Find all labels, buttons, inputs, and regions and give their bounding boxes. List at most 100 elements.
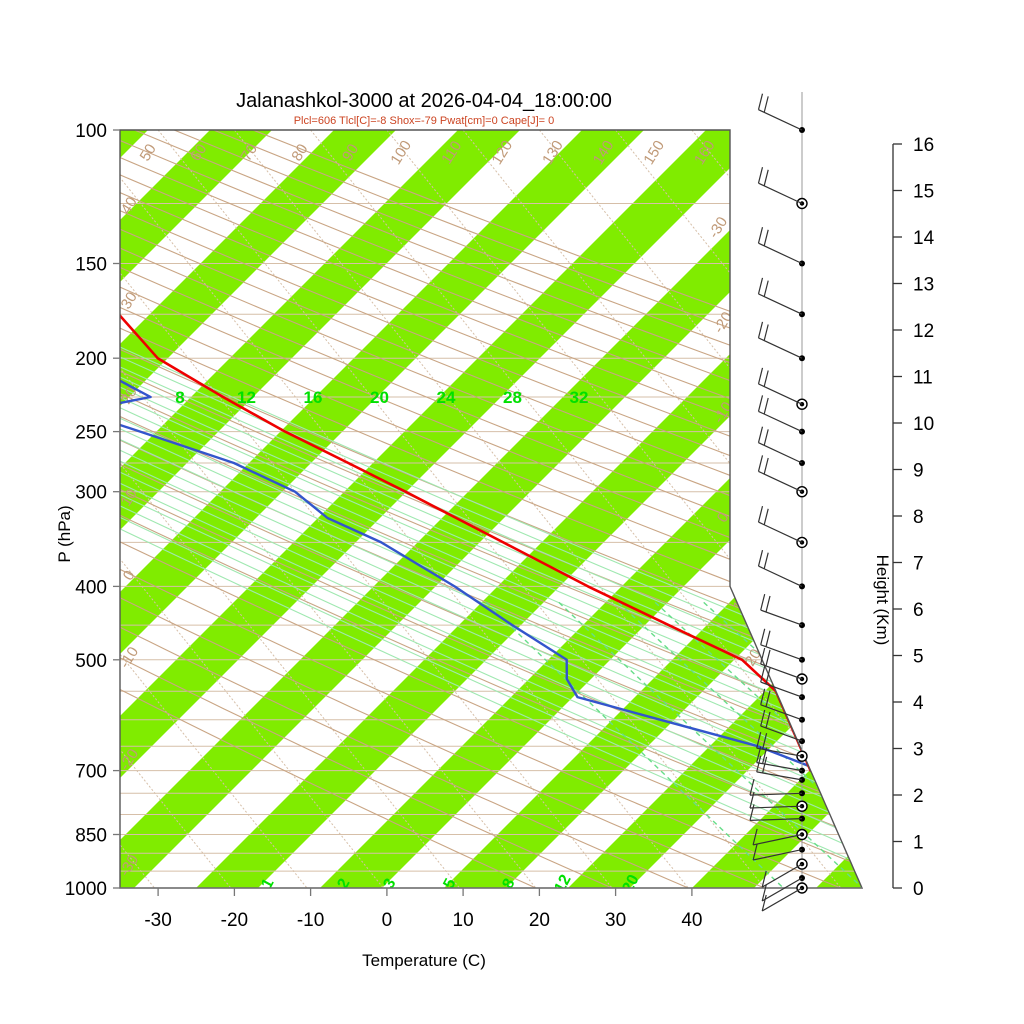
temperature-tick-label: -20 xyxy=(221,910,248,931)
wind-barb-feather xyxy=(760,688,766,705)
pressure-tick-label: 150 xyxy=(75,255,107,276)
theta-e-label: 12 xyxy=(237,388,256,407)
dewpoint-curve xyxy=(120,130,812,772)
height-tick-label: 16 xyxy=(913,135,934,156)
wind-barb xyxy=(760,609,803,626)
pressure-tick-label: 300 xyxy=(75,483,107,504)
temperature-axis: -30 -20 -10 0 10 20 30 40 xyxy=(120,887,862,931)
wind-barb-feather xyxy=(763,169,769,186)
wind-barb xyxy=(752,849,803,861)
wind-barb xyxy=(756,747,803,757)
theta-e-label: 24 xyxy=(437,388,456,407)
height-axis-title: Height (Km) xyxy=(873,555,892,646)
wind-barb-feather xyxy=(763,429,769,446)
wind-barb-feather xyxy=(757,505,764,523)
wind-barb-feather xyxy=(756,732,762,749)
wind-barb-feather xyxy=(763,508,769,525)
wind-barb xyxy=(760,704,803,721)
wind-barb-column xyxy=(749,92,808,912)
height-tick-label: 10 xyxy=(913,414,934,435)
wind-barb-feather xyxy=(757,395,764,412)
wind-barb-feather xyxy=(757,277,764,295)
dry-adiabat-label: 80 xyxy=(288,141,311,164)
dry-adiabat-lines xyxy=(120,130,862,888)
theta-e-label: 8 xyxy=(175,388,184,407)
wind-barb xyxy=(756,771,803,781)
wind-barb-feather xyxy=(757,455,764,472)
pressure-tick-label: 250 xyxy=(75,423,107,444)
wind-barb xyxy=(758,242,803,265)
wind-barb-feather xyxy=(765,649,771,667)
wind-barb-feather xyxy=(757,426,764,443)
wind-barb xyxy=(760,681,803,698)
temperature-tick-label: 10 xyxy=(453,910,474,931)
wind-barb xyxy=(761,863,803,888)
wind-barb-feather xyxy=(763,229,769,246)
wind-barb-feather xyxy=(760,628,766,645)
height-tick-label: 8 xyxy=(913,507,924,528)
wind-barb xyxy=(758,337,803,359)
wind-barb xyxy=(758,565,803,587)
wind-barb-feather xyxy=(752,843,758,861)
wind-barb-feather xyxy=(757,549,764,567)
wind-barb-feather xyxy=(763,370,769,387)
height-tick-label: 0 xyxy=(913,879,924,900)
wind-barb xyxy=(758,442,803,464)
pressure-tick-label: 400 xyxy=(75,577,107,598)
wind-barb xyxy=(761,877,803,902)
wind-barb xyxy=(758,182,803,205)
wind-barb-feather xyxy=(765,711,771,729)
wind-barb-feather xyxy=(761,870,767,888)
height-tick-label: 11 xyxy=(913,368,933,389)
wind-barb-feather xyxy=(757,321,764,339)
wind-barb-feather xyxy=(760,665,766,683)
wind-barb-feather xyxy=(765,690,771,707)
wind-barb xyxy=(758,293,803,315)
wind-barb-feather xyxy=(756,746,762,763)
wind-barb xyxy=(758,383,803,405)
plot-frame xyxy=(119,129,864,889)
temperature-tick-label: -10 xyxy=(297,910,324,931)
wind-barb-feather xyxy=(763,324,769,341)
wind-barb xyxy=(760,644,803,661)
height-tick-label: 1 xyxy=(913,833,924,854)
temperature-tick-label: -30 xyxy=(144,910,171,931)
pressure-tick-label: 100 xyxy=(75,121,107,142)
dry-adiabat-label: 90 xyxy=(339,141,362,164)
wind-barb-feather xyxy=(765,667,771,685)
wind-barb-feather xyxy=(749,804,755,821)
height-tick-label: 9 xyxy=(913,461,924,482)
wind-barb-feather xyxy=(757,367,764,385)
dry-adiabat-label: 50 xyxy=(137,141,160,164)
height-tick-label: 4 xyxy=(913,693,924,714)
height-tick-label: 2 xyxy=(913,786,924,807)
wind-barb-feather xyxy=(760,593,766,611)
wind-barb-feather xyxy=(763,280,769,297)
wind-barb-feather xyxy=(761,884,767,902)
wind-barb-feather xyxy=(752,828,758,846)
theta-e-label: 32 xyxy=(570,388,589,407)
wind-barb-feather xyxy=(761,894,767,912)
wind-barb xyxy=(761,887,803,912)
chart-subtitle: Plcl=606 Tlcl[C]=-8 Shox=-79 Pwat[cm]=0 … xyxy=(294,115,555,127)
theta-e-label: 28 xyxy=(503,388,522,407)
pressure-axis: 100 150 200 250 300 400 500 700 850 1000 xyxy=(65,121,120,900)
wind-barb xyxy=(749,805,803,809)
wind-barb xyxy=(758,109,803,131)
wind-barb-feather xyxy=(763,397,769,415)
wind-barb-feather xyxy=(757,167,764,184)
temperature-tick-label: 20 xyxy=(529,910,550,931)
theta-e-label: 16 xyxy=(304,388,323,407)
wind-barb-feather xyxy=(763,457,769,475)
pressure-axis-title: P (hPa) xyxy=(55,505,74,562)
temperature-tick-label: 30 xyxy=(605,910,626,931)
height-tick-label: 15 xyxy=(913,182,934,203)
wind-barb-feather xyxy=(760,709,766,727)
temperature-tick-label: 40 xyxy=(681,910,702,931)
wind-barb-feather xyxy=(762,733,768,750)
wind-barb xyxy=(758,470,803,493)
wind-barb-feather xyxy=(749,791,755,809)
wind-barb-feather xyxy=(763,552,769,569)
wind-barb-feather xyxy=(763,96,769,113)
